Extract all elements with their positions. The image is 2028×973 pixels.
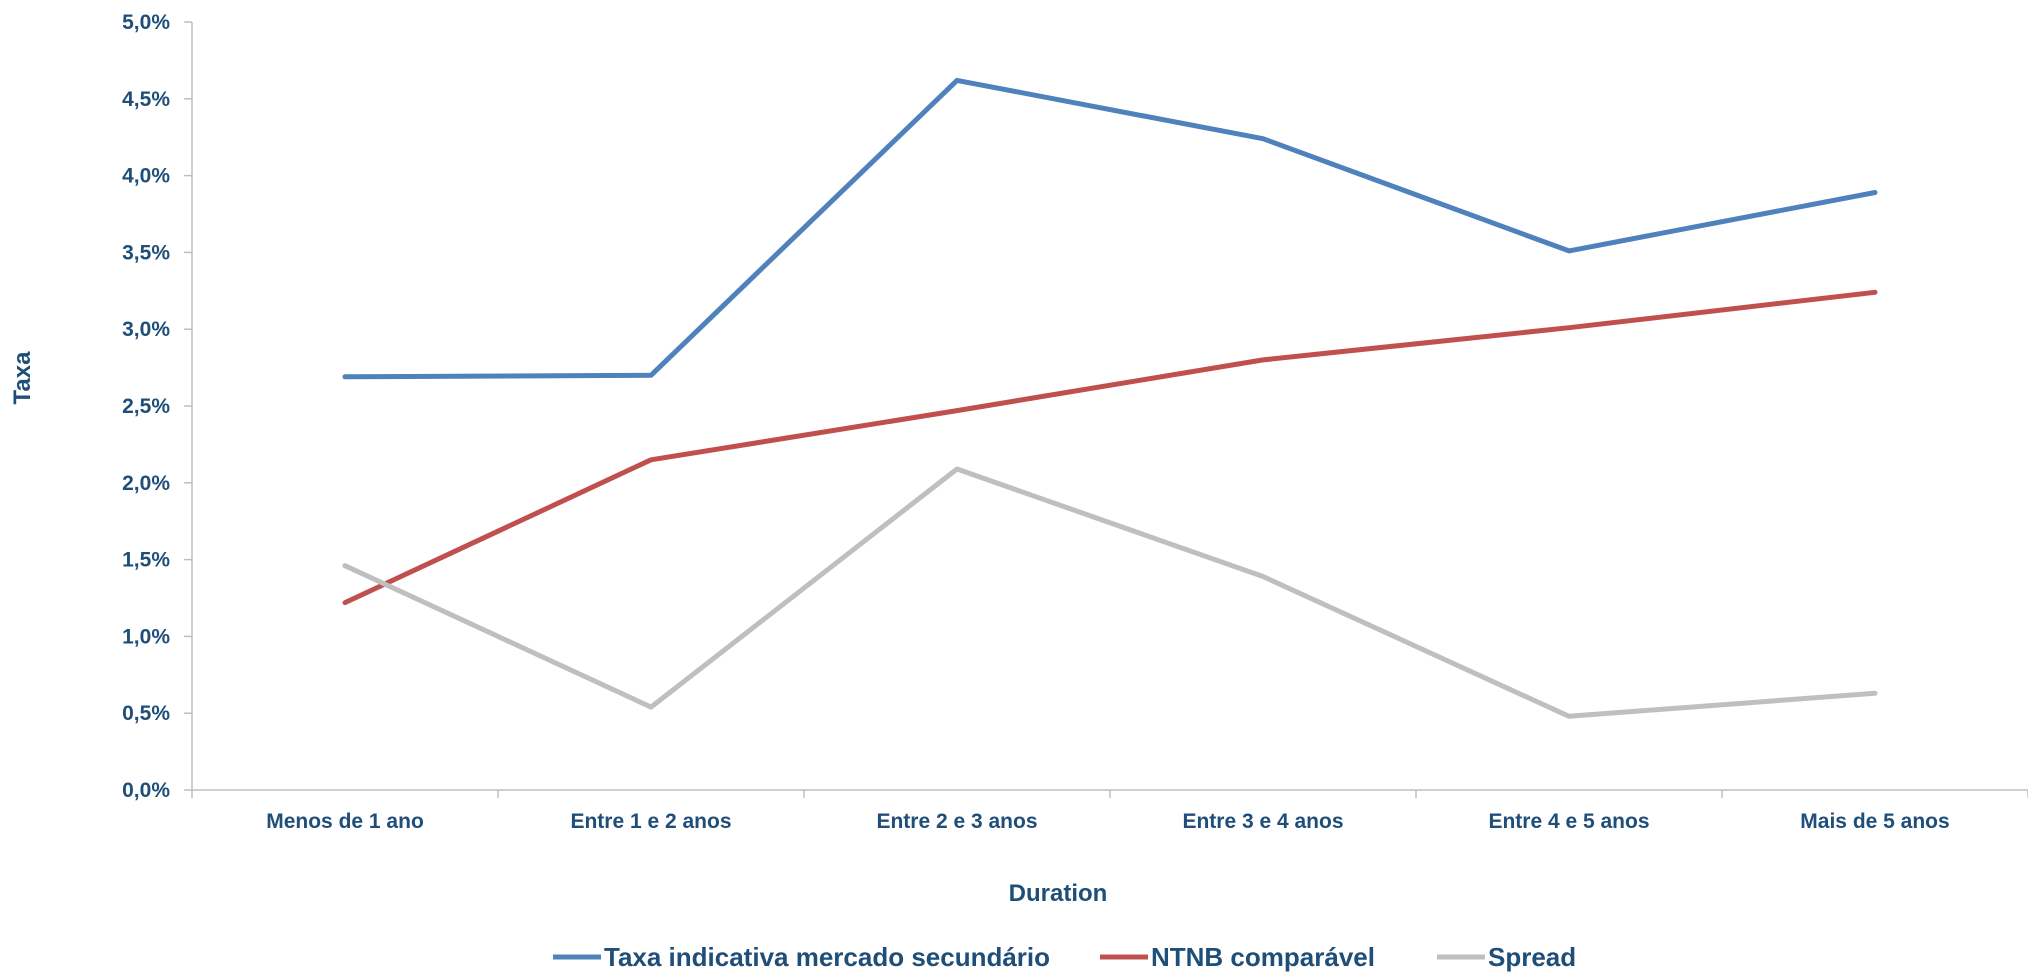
series-line-1 — [345, 80, 1875, 376]
legend: Taxa indicativa mercado secundário NTNB c… — [553, 942, 1576, 972]
legend-label: Spread — [1488, 942, 1576, 972]
x-tick-label: Entre 3 e 4 anos — [1182, 810, 1343, 833]
legend-label: NTNB comparável — [1151, 942, 1375, 972]
y-tick-label: 1,5% — [122, 549, 170, 572]
series-line-3 — [345, 469, 1875, 716]
series-line-2 — [345, 292, 1875, 602]
x-tick-label: Entre 2 e 3 anos — [876, 810, 1037, 833]
y-axis: 0,0% 0,5% 1,0% 1,5% 2,0% 2,5% 3,0% 3,5% 4,0% 4,5%… — [122, 11, 192, 802]
x-tick-label: Entre 4 e 5 anos — [1488, 810, 1649, 833]
y-tick-label: 2,0% — [122, 472, 170, 495]
y-tick-label: 0,0% — [122, 779, 170, 802]
y-tick-label: 1,0% — [122, 625, 170, 648]
y-tick-label: 4,0% — [122, 165, 170, 188]
y-tick-label: 2,5% — [122, 395, 170, 418]
x-tick-label: Menos de 1 ano — [266, 810, 424, 833]
y-tick-label: 4,5% — [122, 88, 170, 111]
x-axis-title: Duration — [1009, 880, 1108, 907]
y-tick-label: 3,0% — [122, 318, 170, 341]
y-axis-title: Taxa — [9, 351, 36, 405]
x-tick-label: Mais de 5 anos — [1800, 810, 1949, 833]
x-axis: Menos de 1 ano Entre 1 e 2 anos Entre 2 e … — [192, 790, 2028, 833]
legend-label: Taxa indicativa mercado secundário — [604, 942, 1050, 972]
series-lines — [345, 80, 1875, 716]
x-tick-label: Entre 1 e 2 anos — [570, 810, 731, 833]
y-tick-label: 3,5% — [122, 241, 170, 264]
y-tick-label: 0,5% — [122, 702, 170, 725]
y-tick-label: 5,0% — [122, 11, 170, 34]
